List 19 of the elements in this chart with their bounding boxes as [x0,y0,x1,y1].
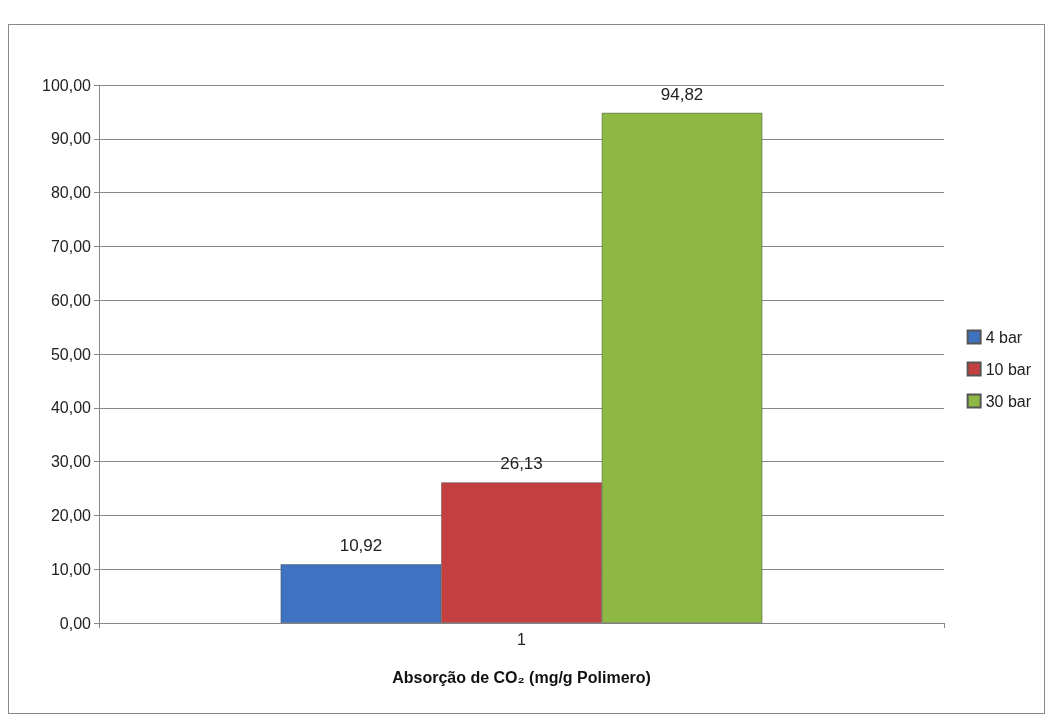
y-tick-label: 40,00 [50,399,92,417]
legend-label: 10 bar [985,360,1032,378]
y-tick-label: 20,00 [50,506,92,524]
y-tick-label: 90,00 [50,130,92,148]
y-tick-label: 10,00 [50,560,92,578]
y-tick-label: 50,00 [50,345,92,363]
y-tick-label: 30,00 [50,453,92,471]
legend-label: 4 bar [985,328,1023,346]
x-axis-title: Absorção de CO₂ (mg/g Polimero) [392,668,651,686]
legend-label: 30 bar [985,392,1032,410]
y-tick-label: 80,00 [50,184,92,202]
y-tick-label: 100,00 [42,76,92,94]
data-label: 10,92 [339,536,383,556]
y-tick-label: 70,00 [50,237,92,255]
x-tick-label: 1 [517,630,527,648]
y-tick-label: 60,00 [50,291,92,309]
y-tick-label: 0,00 [59,614,92,632]
data-label: 94,82 [660,84,704,104]
data-label: 26,13 [500,454,543,474]
